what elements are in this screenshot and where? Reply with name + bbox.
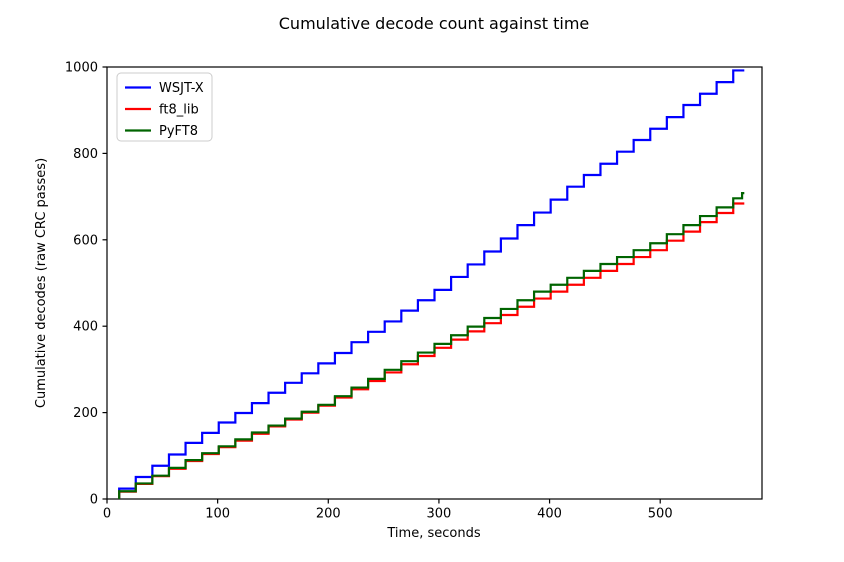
plot-border xyxy=(106,66,763,500)
x-tick-label: 0 xyxy=(103,507,111,522)
y-tick-label: 800 xyxy=(73,147,98,162)
legend-label: PyFT8 xyxy=(159,124,198,139)
legend-box xyxy=(116,72,213,142)
series-line-wsjt-x xyxy=(118,69,745,499)
data-series xyxy=(118,69,745,499)
x-tick-label: 500 xyxy=(648,507,673,522)
legend: WSJT-X ft8_lib PyFT8 xyxy=(116,72,213,142)
x-tick-label: 400 xyxy=(537,507,562,522)
chart-title: Cumulative decode count against time xyxy=(279,14,590,33)
y-tick-label: 0 xyxy=(90,493,98,508)
y-tick-label: 400 xyxy=(73,320,98,335)
x-tick-label: 100 xyxy=(205,507,230,522)
y-axis-label: Cumulative decodes (raw CRC passes) xyxy=(34,158,49,408)
series-line-pyft8 xyxy=(118,192,745,499)
legend-label: ft8_lib xyxy=(159,103,199,118)
y-tick-label: 600 xyxy=(73,233,98,248)
x-axis-ticks: 0 100 200 300 400 500 xyxy=(103,499,673,522)
y-axis-ticks: 0 200 400 600 800 1000 xyxy=(65,61,107,508)
x-tick-label: 200 xyxy=(316,507,341,522)
y-tick-label: 1000 xyxy=(65,61,98,76)
x-tick-label: 300 xyxy=(427,507,452,522)
x-axis-label: Time, seconds xyxy=(386,526,480,541)
legend-label: WSJT-X xyxy=(159,81,204,96)
y-tick-label: 200 xyxy=(73,406,98,421)
